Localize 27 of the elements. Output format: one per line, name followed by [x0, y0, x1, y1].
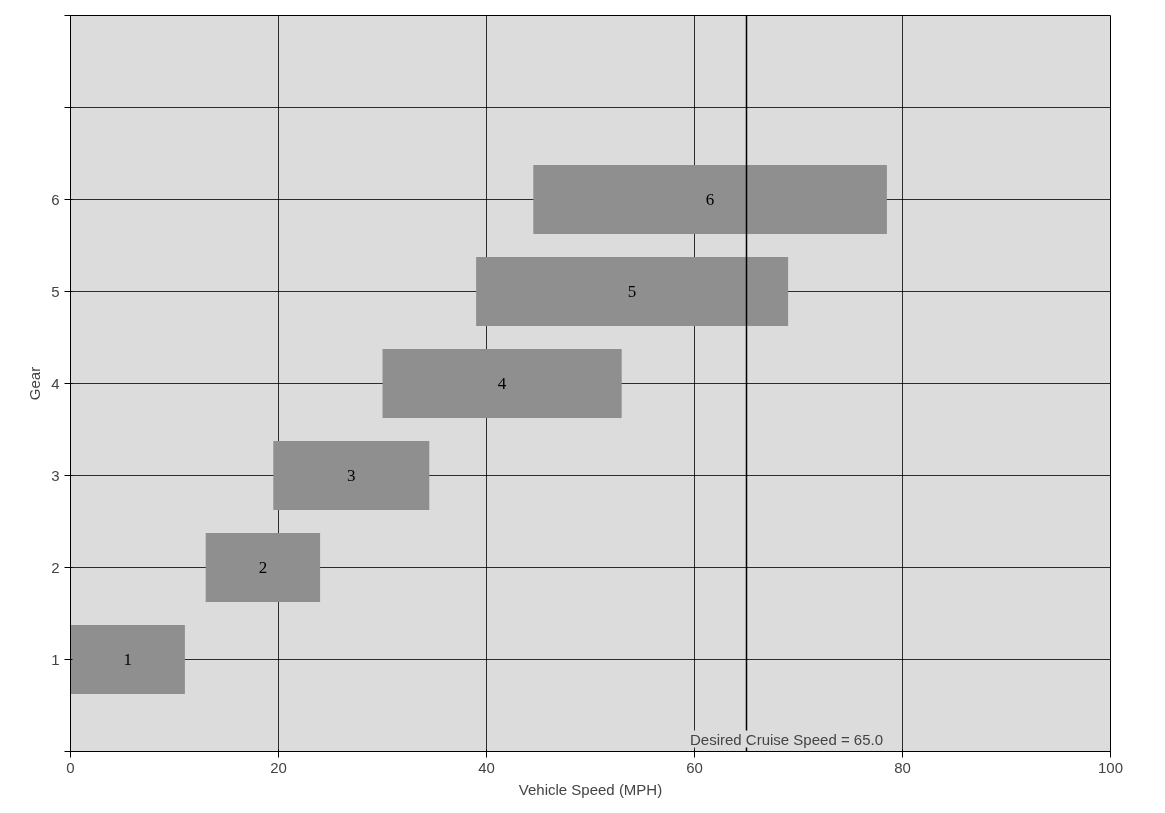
y-tick-label: 4: [51, 374, 60, 392]
bar: [273, 441, 430, 510]
bar: [382, 349, 622, 418]
y-tick-label: 6: [51, 190, 60, 208]
annotation: 3: [347, 466, 356, 485]
annotation: 2: [258, 558, 268, 577]
x-tick-label: 60: [686, 758, 703, 776]
ref-line-label: Desired Cruise Speed = 65.0: [689, 730, 884, 748]
y-axis-title: Gear: [26, 366, 44, 401]
bar: [70, 625, 185, 694]
bar: [533, 165, 887, 234]
y-tick-label: 2: [51, 558, 60, 576]
y-tick-label: 3: [51, 466, 60, 484]
x-tick-label: 20: [270, 758, 287, 776]
x-tick-label: 100: [1097, 758, 1124, 776]
bar: [205, 533, 321, 602]
annotation: 4: [497, 374, 507, 393]
annotation: 6: [705, 190, 715, 209]
annotation: 5: [627, 282, 637, 301]
x-tick-label: 40: [478, 758, 495, 776]
bar: [476, 257, 789, 326]
x-axis-title: Vehicle Speed (MPH): [518, 780, 663, 798]
annotation: 1: [123, 650, 132, 669]
y-tick-label: 5: [51, 282, 60, 300]
x-tick-label: 0: [66, 758, 75, 776]
y-tick-label: 1: [51, 650, 60, 668]
x-tick-label: 80: [894, 758, 911, 776]
